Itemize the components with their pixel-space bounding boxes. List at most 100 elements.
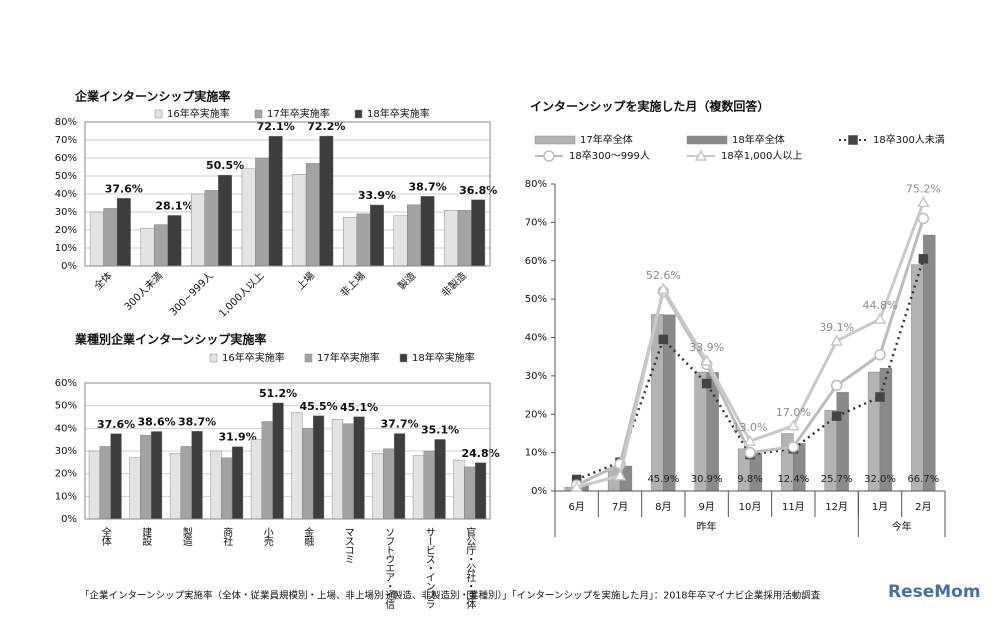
bar xyxy=(110,433,122,520)
value-label: 25.7% xyxy=(821,474,853,485)
x-tick-label: マスコミ xyxy=(342,527,353,563)
value-label: 39.1% xyxy=(819,321,854,334)
bar xyxy=(423,450,435,520)
legend-label: 16年卒実施率 xyxy=(222,351,285,364)
bar xyxy=(88,450,101,520)
marker xyxy=(787,419,800,431)
x-tick-label: サービス・インフラ xyxy=(423,527,435,609)
bar xyxy=(412,455,425,520)
legend-key xyxy=(154,109,163,119)
legend-key xyxy=(399,353,408,363)
y-tick-label: 70% xyxy=(55,135,77,146)
bar xyxy=(191,193,206,267)
y-tick-label: 50% xyxy=(525,294,547,305)
bar xyxy=(342,423,354,520)
x-tick-label: 小売 xyxy=(261,527,273,546)
bar xyxy=(180,446,192,520)
y-tick-label: 10% xyxy=(525,448,547,459)
bar xyxy=(474,462,487,520)
legend-label: 17年卒全体 xyxy=(580,133,633,146)
bar xyxy=(241,168,256,267)
bar xyxy=(99,446,111,520)
y-tick-label: 60% xyxy=(55,378,77,389)
value-label: 17.0% xyxy=(776,406,811,419)
bar xyxy=(356,213,371,267)
bar xyxy=(169,453,182,520)
marker xyxy=(657,282,670,294)
x-tick-label: 6月 xyxy=(568,501,584,513)
value-label: 52.6% xyxy=(646,269,681,282)
value-label: 75.2% xyxy=(906,182,941,195)
bar xyxy=(255,157,270,267)
y-tick-label: 80% xyxy=(525,179,547,190)
bar xyxy=(923,234,936,492)
bar xyxy=(331,419,344,520)
legend-label: 18卒300～999人 xyxy=(569,149,650,162)
marker xyxy=(658,334,669,345)
bar xyxy=(879,368,893,492)
y-tick-label: 20% xyxy=(55,225,77,236)
value-label: 24.8% xyxy=(461,447,499,460)
x-tick-label: 全体 xyxy=(99,526,111,547)
value-label: 13.0% xyxy=(733,421,768,434)
legend-label: 18年卒実施率 xyxy=(412,351,475,364)
value-label: 33.9% xyxy=(689,341,724,354)
value-label: 38.7% xyxy=(408,180,446,193)
bar xyxy=(342,217,357,267)
marker xyxy=(744,446,756,459)
y-tick-label: 50% xyxy=(55,171,77,182)
marker xyxy=(873,312,887,324)
legend-label: 16年卒実施率 xyxy=(167,107,230,120)
x-tick-label: 金融 xyxy=(302,526,314,547)
legend-label: 17年卒実施率 xyxy=(317,351,380,364)
bar xyxy=(302,428,314,520)
chart-title: インターンシップを実施した月（複数回答） xyxy=(530,99,769,114)
bar xyxy=(268,136,283,267)
bar xyxy=(210,450,222,520)
legend-key xyxy=(686,135,728,145)
y-tick-label: 20% xyxy=(525,409,547,420)
marker xyxy=(694,149,708,161)
logo: ReseMom xyxy=(888,582,981,602)
marker xyxy=(830,334,843,346)
value-label: 50.5% xyxy=(206,159,244,172)
value-label: 38.6% xyxy=(137,416,175,429)
marker xyxy=(874,349,886,361)
x-tick-label: 11月 xyxy=(782,501,805,513)
bar xyxy=(319,135,334,267)
value-label: 36.8% xyxy=(459,184,497,197)
bar xyxy=(250,439,263,520)
x-tick-label: 2月 xyxy=(915,501,931,513)
bar xyxy=(464,466,476,520)
bar xyxy=(153,224,168,267)
y-tick-label: 30% xyxy=(55,207,77,218)
legend-key xyxy=(354,109,363,119)
bar xyxy=(407,204,422,267)
legend-label: 17年卒実施率 xyxy=(267,107,330,120)
legend-label: 18年卒全体 xyxy=(732,133,785,146)
bar xyxy=(103,208,118,267)
bar xyxy=(167,215,182,267)
value-label: 45.1% xyxy=(340,401,378,414)
y-tick-label: 80% xyxy=(55,117,77,128)
bar xyxy=(457,209,472,267)
y-tick-label: 0% xyxy=(531,486,547,497)
value-label: 28.1% xyxy=(155,199,193,212)
bar xyxy=(471,199,486,267)
bar xyxy=(444,209,459,267)
marker xyxy=(787,441,800,453)
bar xyxy=(218,174,233,267)
value-label: 33.9% xyxy=(358,189,396,202)
plot-frame xyxy=(84,121,491,267)
bar xyxy=(204,190,219,267)
bar xyxy=(272,402,284,520)
bar xyxy=(353,416,365,520)
value-label: 37.7% xyxy=(380,418,418,431)
value-label: 66.7% xyxy=(907,474,939,485)
legend-key xyxy=(304,353,313,363)
marker xyxy=(700,354,713,366)
y-tick-label: 0% xyxy=(61,261,77,272)
y-tick-label: 0% xyxy=(61,514,77,525)
bar xyxy=(393,433,406,520)
